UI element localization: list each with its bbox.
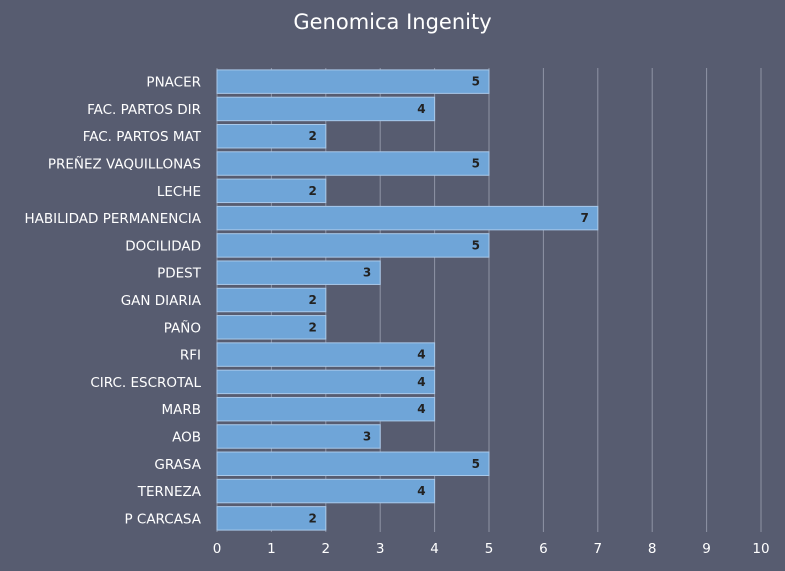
- bar: [216, 342, 436, 367]
- category-label: FAC. PARTOS MAT: [83, 129, 202, 145]
- data-label: 5: [472, 238, 480, 252]
- x-tick-label: 10: [752, 541, 769, 557]
- x-tick-label: 7: [594, 541, 603, 557]
- x-tick-label: 4: [430, 541, 439, 557]
- x-tick-label: 9: [702, 541, 711, 557]
- data-label: 4: [417, 484, 425, 498]
- data-label: 3: [363, 429, 371, 443]
- data-label: 5: [472, 157, 480, 171]
- bar: [216, 369, 436, 395]
- category-label: MARB: [161, 402, 201, 418]
- bar: [216, 205, 599, 231]
- bar: [216, 424, 381, 449]
- data-label: 4: [417, 348, 425, 362]
- bar: [216, 478, 436, 504]
- category-label: PNACER: [146, 75, 201, 91]
- x-tick-label: 2: [322, 541, 331, 557]
- bar: [216, 96, 436, 122]
- x-tick-label: 8: [648, 541, 657, 557]
- bar: [216, 233, 490, 258]
- category-label: DOCILIDAD: [125, 238, 201, 254]
- data-label: 4: [417, 102, 425, 116]
- x-tick-label: 1: [267, 541, 276, 557]
- data-label: 4: [417, 402, 425, 416]
- data-label: 2: [308, 129, 316, 143]
- category-label: PREÑEZ VAQUILLONAS: [48, 156, 201, 173]
- category-label: PAÑO: [164, 319, 201, 336]
- data-label: 2: [308, 184, 316, 198]
- category-label: PDEST: [157, 266, 202, 282]
- data-label: 5: [472, 457, 480, 471]
- x-tick-label: 3: [376, 541, 385, 557]
- x-tick-label: 5: [485, 541, 494, 557]
- category-label: GAN DIARIA: [121, 293, 202, 309]
- data-label: 2: [308, 511, 316, 525]
- x-tick-label: 6: [539, 541, 548, 557]
- category-label: AOB: [172, 429, 201, 445]
- bar: [216, 451, 490, 477]
- data-label: 4: [417, 375, 425, 389]
- data-label: 7: [580, 211, 588, 225]
- bar: [216, 151, 490, 176]
- category-label: LECHE: [157, 184, 201, 200]
- category-label: CIRC. ESCROTAL: [90, 375, 201, 391]
- data-label: 3: [363, 266, 371, 280]
- data-label: 5: [472, 75, 480, 89]
- category-label: FAC. PARTOS DIR: [87, 102, 201, 118]
- data-label: 2: [308, 320, 316, 334]
- bar: [216, 178, 327, 204]
- category-label: GRASA: [154, 457, 201, 473]
- category-label: HABILIDAD PERMANENCIA: [24, 211, 201, 227]
- bar: [216, 69, 490, 94]
- bar: [216, 396, 436, 422]
- bar: [216, 315, 327, 340]
- bar: [216, 287, 327, 313]
- bar: [216, 260, 381, 285]
- category-label: RFI: [180, 348, 201, 364]
- data-label: 2: [308, 293, 316, 307]
- bar: [216, 506, 327, 531]
- chart-title: Genomica Ingenity: [293, 10, 492, 34]
- category-label: TERNEZA: [137, 484, 202, 500]
- category-label: P CARCASA: [124, 511, 201, 527]
- x-tick-label: 0: [213, 541, 222, 557]
- bar: [216, 123, 327, 149]
